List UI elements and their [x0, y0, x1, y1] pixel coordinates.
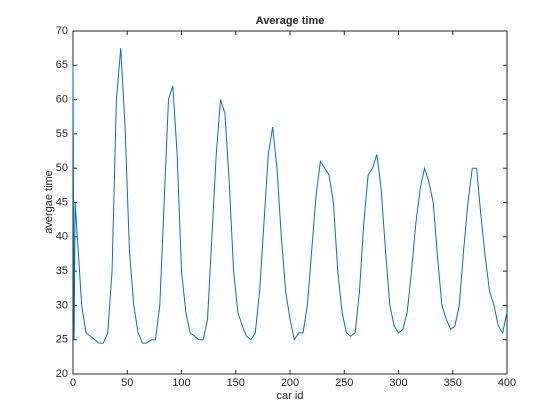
y-tick-label: 35: [56, 265, 68, 277]
plot-frame: [72, 30, 508, 375]
chart-title: Average time: [256, 15, 325, 27]
x-tick-label: 50: [121, 377, 133, 389]
y-tick-label: 45: [56, 196, 68, 208]
x-axis-label: car id: [277, 390, 304, 402]
y-axis-label: avergae time: [43, 170, 55, 234]
x-tick-label: 300: [389, 377, 407, 389]
x-tick-label: 350: [444, 377, 462, 389]
y-tick-label: 60: [56, 94, 68, 106]
x-tick-label: 100: [172, 377, 190, 389]
y-tick-label: 20: [56, 368, 68, 380]
y-tick-label: 40: [56, 231, 68, 243]
x-tick-label: 150: [227, 377, 245, 389]
y-tick-label: 50: [56, 162, 68, 174]
y-tick-label: 25: [56, 334, 68, 346]
y-tick-label: 65: [56, 59, 68, 71]
y-tick-label: 55: [56, 128, 68, 140]
x-tick-label: 400: [498, 377, 516, 389]
y-tick-label: 30: [56, 299, 68, 311]
data-line: [72, 48, 508, 344]
x-tick-label: 0: [70, 377, 76, 389]
x-tick-label: 200: [281, 377, 299, 389]
x-tick-label: 250: [335, 377, 353, 389]
y-tick-label: 70: [56, 25, 68, 37]
